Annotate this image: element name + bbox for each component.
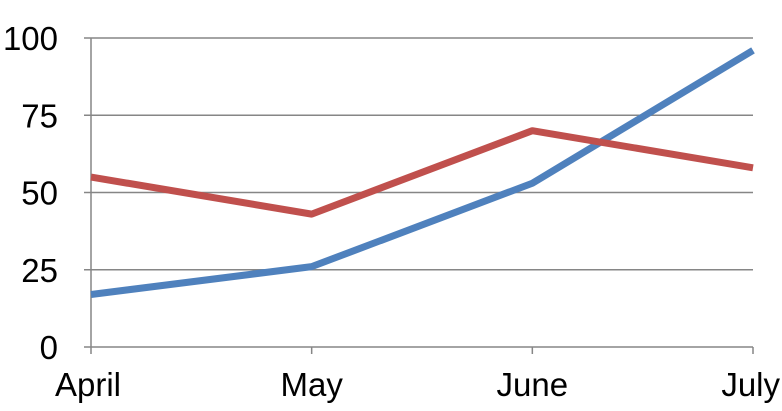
- x-tick-label: May: [280, 366, 343, 403]
- series-lines: [90, 47, 755, 298]
- y-tick-label: 100: [3, 20, 58, 57]
- y-tick-label: 25: [21, 252, 58, 289]
- y-tick-label: 0: [40, 329, 58, 366]
- y-tick-label: 75: [21, 97, 58, 134]
- series-line-2: [90, 127, 754, 218]
- x-tick-label: July: [721, 366, 780, 403]
- y-tick-label: 50: [21, 175, 58, 212]
- tick-labels: 0 25 50 75 100 April May June July: [3, 20, 781, 403]
- series-line-1: [90, 47, 755, 298]
- x-tick-label: April: [55, 366, 121, 403]
- axes: [84, 37, 754, 354]
- x-tick-label: June: [497, 366, 569, 403]
